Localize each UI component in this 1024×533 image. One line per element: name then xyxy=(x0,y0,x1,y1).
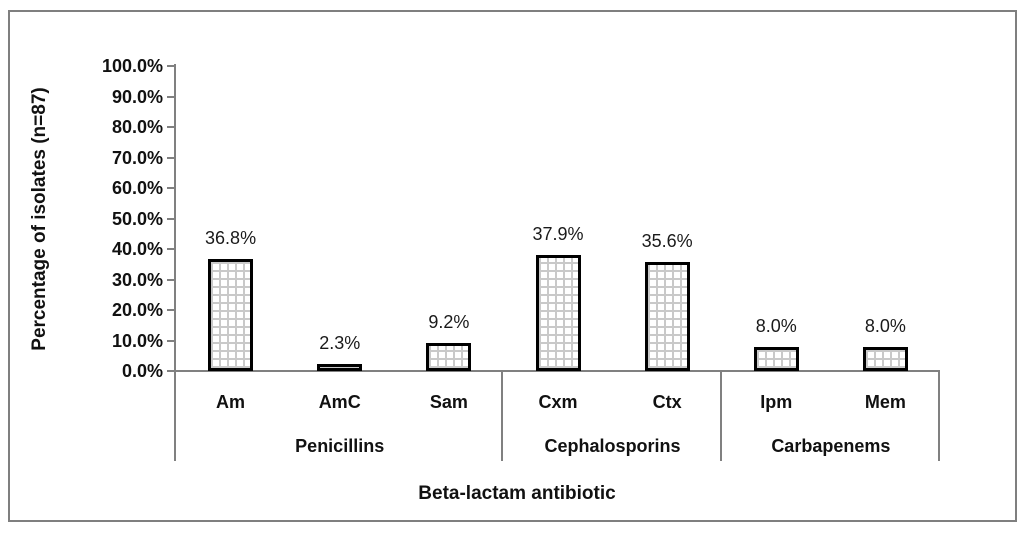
y-tick-mark xyxy=(167,278,176,281)
x-axis-line xyxy=(167,370,940,372)
y-tick-label: 40.0% xyxy=(111,239,163,259)
group-separator xyxy=(938,371,940,461)
bar-data-label: 2.3% xyxy=(319,332,361,353)
group-label: Carbapenems xyxy=(771,436,891,456)
category-label: AmC xyxy=(318,392,361,412)
y-tick-mark xyxy=(167,156,176,159)
bar xyxy=(208,258,254,371)
y-tick-label: 30.0% xyxy=(111,269,163,290)
bar-data-label: 8.0% xyxy=(755,315,797,336)
y-tick-mark xyxy=(167,95,176,98)
category-label: Cxm xyxy=(538,392,578,412)
group-separator xyxy=(501,371,504,461)
category-label: Mem xyxy=(864,392,906,412)
bar-data-label: 37.9% xyxy=(532,224,584,245)
bar xyxy=(862,346,908,371)
bar xyxy=(753,346,799,371)
y-tick-mark xyxy=(167,65,176,67)
y-tick-mark xyxy=(167,217,176,220)
y-tick-label: 60.0% xyxy=(111,178,163,198)
category-label: Am xyxy=(216,392,246,412)
y-tick-mark xyxy=(167,339,176,342)
bar xyxy=(644,262,690,371)
group-label: Cephalosporins xyxy=(544,436,681,456)
bar xyxy=(535,255,581,371)
y-tick-mark xyxy=(167,309,176,311)
group-label: Penicillins xyxy=(295,436,385,456)
bar xyxy=(317,363,363,371)
group-separator xyxy=(719,371,722,461)
y-axis-title: Percentage of isolates (n=87) xyxy=(29,87,50,351)
category-label: Ipm xyxy=(760,392,793,412)
y-tick-label: 10.0% xyxy=(111,330,163,351)
y-tick-mark xyxy=(167,370,176,372)
y-tick-label: 20.0% xyxy=(111,300,163,320)
y-tick-mark xyxy=(167,248,176,250)
x-axis-title: Beta-lactam antibiotic xyxy=(418,483,616,504)
y-tick-label: 100.0% xyxy=(101,56,163,76)
bar-data-label: 8.0% xyxy=(864,315,906,336)
bar-data-label: 9.2% xyxy=(428,311,470,332)
y-tick-mark xyxy=(167,187,176,189)
y-tick-label: 70.0% xyxy=(111,147,163,168)
y-axis-line xyxy=(174,64,176,461)
figure-border xyxy=(8,10,1017,522)
y-tick-mark xyxy=(167,126,176,128)
bar-data-label: 35.6% xyxy=(641,231,693,252)
y-tick-label: 80.0% xyxy=(111,117,163,137)
y-tick-label: 0.0% xyxy=(121,361,163,381)
bar-data-label: 36.8% xyxy=(205,227,257,248)
category-label: Sam xyxy=(429,392,468,412)
category-label: Ctx xyxy=(652,392,682,412)
y-tick-label: 50.0% xyxy=(111,208,163,229)
bar xyxy=(426,342,472,371)
y-tick-label: 90.0% xyxy=(111,86,163,107)
